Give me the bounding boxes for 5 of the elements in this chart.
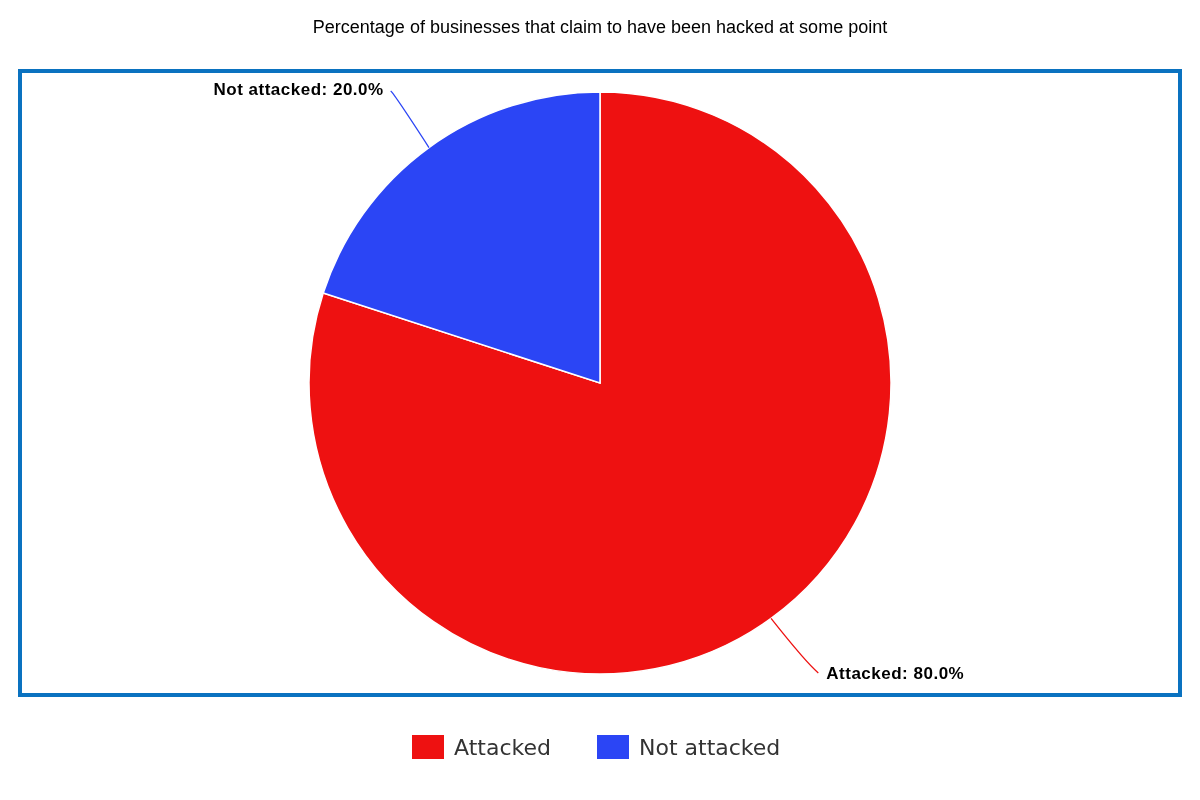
legend-label: Not attacked [639, 735, 781, 760]
data-label: Attacked: 80.0% [826, 663, 965, 683]
chart-title: Percentage of businesses that claim to have been hacked at some point [312, 17, 888, 37]
legend-label: Attacked [454, 735, 551, 760]
data-label: Not attacked: 20.0% [213, 80, 384, 100]
